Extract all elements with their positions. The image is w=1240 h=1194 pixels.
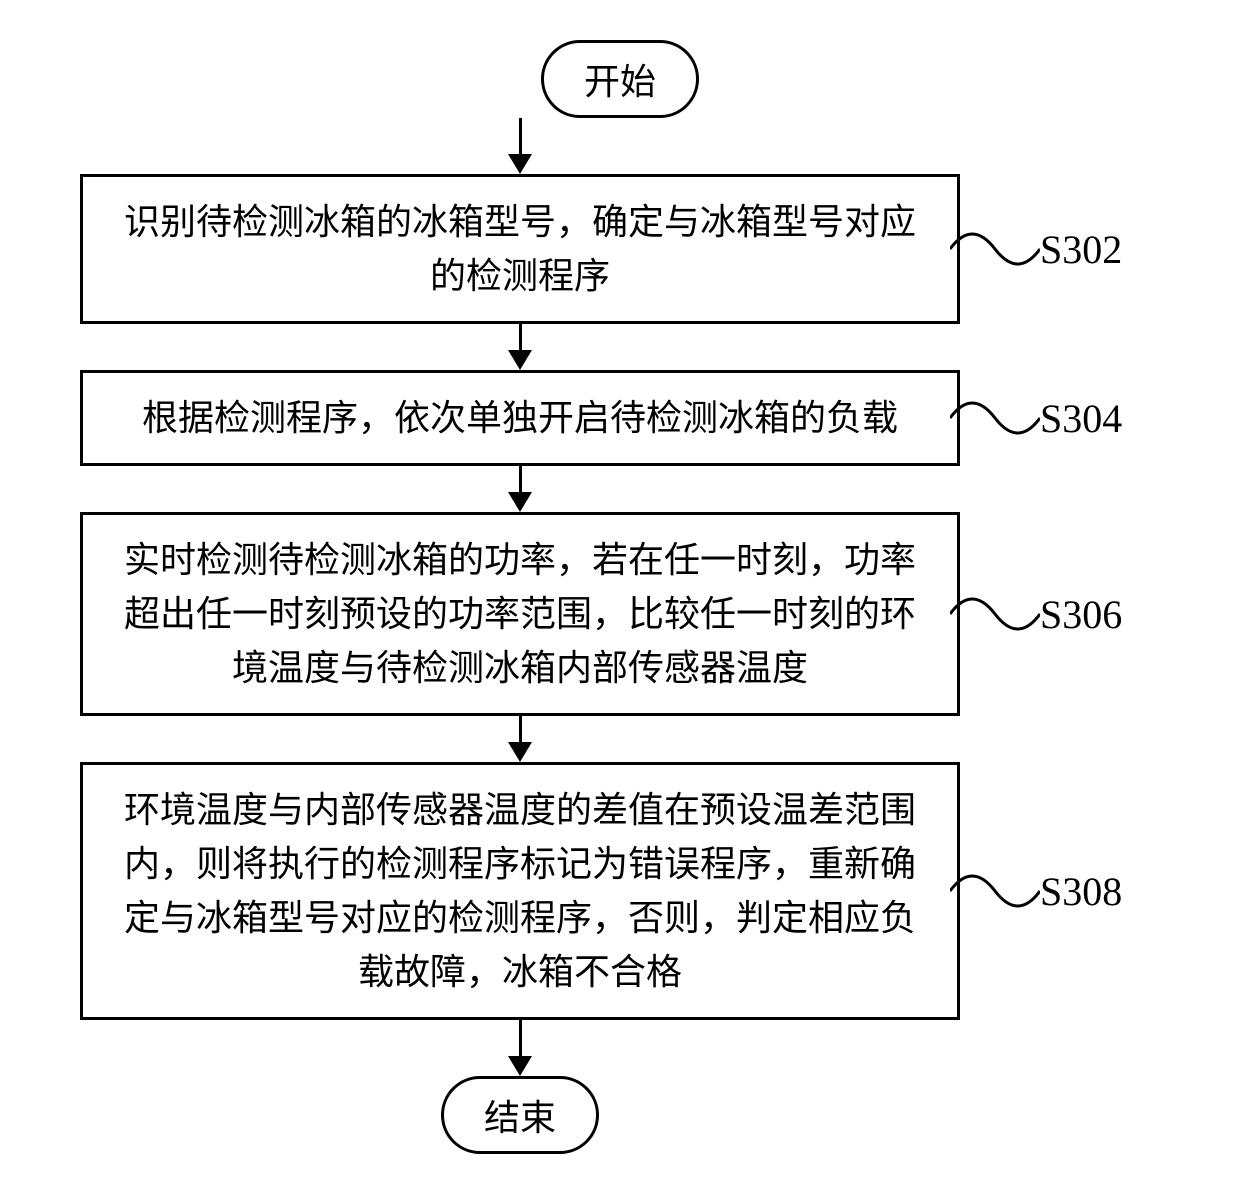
arrow-head-icon bbox=[508, 492, 532, 512]
process-text: 环境温度与内部传感器温度的差值在预设温差范围内，则将执行的检测程序标记为错误程序… bbox=[124, 790, 916, 992]
connector-s308: S308 bbox=[950, 856, 1122, 926]
arrow-head-icon bbox=[508, 350, 532, 370]
step-label: S308 bbox=[1040, 868, 1122, 915]
arrow-line bbox=[519, 118, 522, 156]
start-label: 开始 bbox=[584, 62, 656, 102]
start-terminator: 开始 bbox=[541, 40, 699, 118]
arrow bbox=[508, 1020, 532, 1076]
arrow bbox=[508, 716, 532, 762]
arrow-line bbox=[519, 324, 522, 352]
arrow-line bbox=[519, 1020, 522, 1058]
process-box-s302: 识别待检测冰箱的冰箱型号，确定与冰箱型号对应的检测程序 bbox=[80, 174, 960, 324]
step-row-s306: 实时检测待检测冰箱的功率，若在任一时刻，功率超出任一时刻预设的功率范围，比较任一… bbox=[40, 512, 1200, 716]
arrow bbox=[508, 466, 532, 512]
arrow bbox=[508, 324, 532, 370]
connector-s302: S302 bbox=[950, 214, 1122, 284]
arrow-line bbox=[519, 716, 522, 744]
step-row-s302: 识别待检测冰箱的冰箱型号，确定与冰箱型号对应的检测程序 S302 bbox=[40, 174, 1200, 324]
step-label: S304 bbox=[1040, 395, 1122, 442]
process-text: 识别待检测冰箱的冰箱型号，确定与冰箱型号对应的检测程序 bbox=[124, 202, 916, 296]
step-label: S302 bbox=[1040, 226, 1122, 273]
end-terminator: 结束 bbox=[441, 1076, 599, 1154]
process-text: 实时检测待检测冰箱的功率，若在任一时刻，功率超出任一时刻预设的功率范围，比较任一… bbox=[124, 540, 916, 688]
step-row-s304: 根据检测程序，依次单独开启待检测冰箱的负载 S304 bbox=[40, 370, 1200, 466]
wave-connector-icon bbox=[950, 214, 1040, 284]
step-label: S306 bbox=[1040, 591, 1122, 638]
arrow bbox=[508, 118, 532, 174]
wave-connector-icon bbox=[950, 579, 1040, 649]
process-box-s304: 根据检测程序，依次单独开启待检测冰箱的负载 bbox=[80, 370, 960, 466]
process-box-s308: 环境温度与内部传感器温度的差值在预设温差范围内，则将执行的检测程序标记为错误程序… bbox=[80, 762, 960, 1020]
wave-connector-icon bbox=[950, 856, 1040, 926]
arrow-line bbox=[519, 466, 522, 494]
process-text: 根据检测程序，依次单独开启待检测冰箱的负载 bbox=[142, 398, 898, 438]
connector-s304: S304 bbox=[950, 383, 1122, 453]
step-row-s308: 环境温度与内部传感器温度的差值在预设温差范围内，则将执行的检测程序标记为错误程序… bbox=[40, 762, 1200, 1020]
arrow-head-icon bbox=[508, 154, 532, 174]
end-label: 结束 bbox=[484, 1098, 556, 1138]
flowchart-container: 开始 识别待检测冰箱的冰箱型号，确定与冰箱型号对应的检测程序 S302 根据检测… bbox=[40, 40, 1200, 1154]
connector-s306: S306 bbox=[950, 579, 1122, 649]
process-box-s306: 实时检测待检测冰箱的功率，若在任一时刻，功率超出任一时刻预设的功率范围，比较任一… bbox=[80, 512, 960, 716]
arrow-head-icon bbox=[508, 742, 532, 762]
wave-connector-icon bbox=[950, 383, 1040, 453]
arrow-head-icon bbox=[508, 1056, 532, 1076]
